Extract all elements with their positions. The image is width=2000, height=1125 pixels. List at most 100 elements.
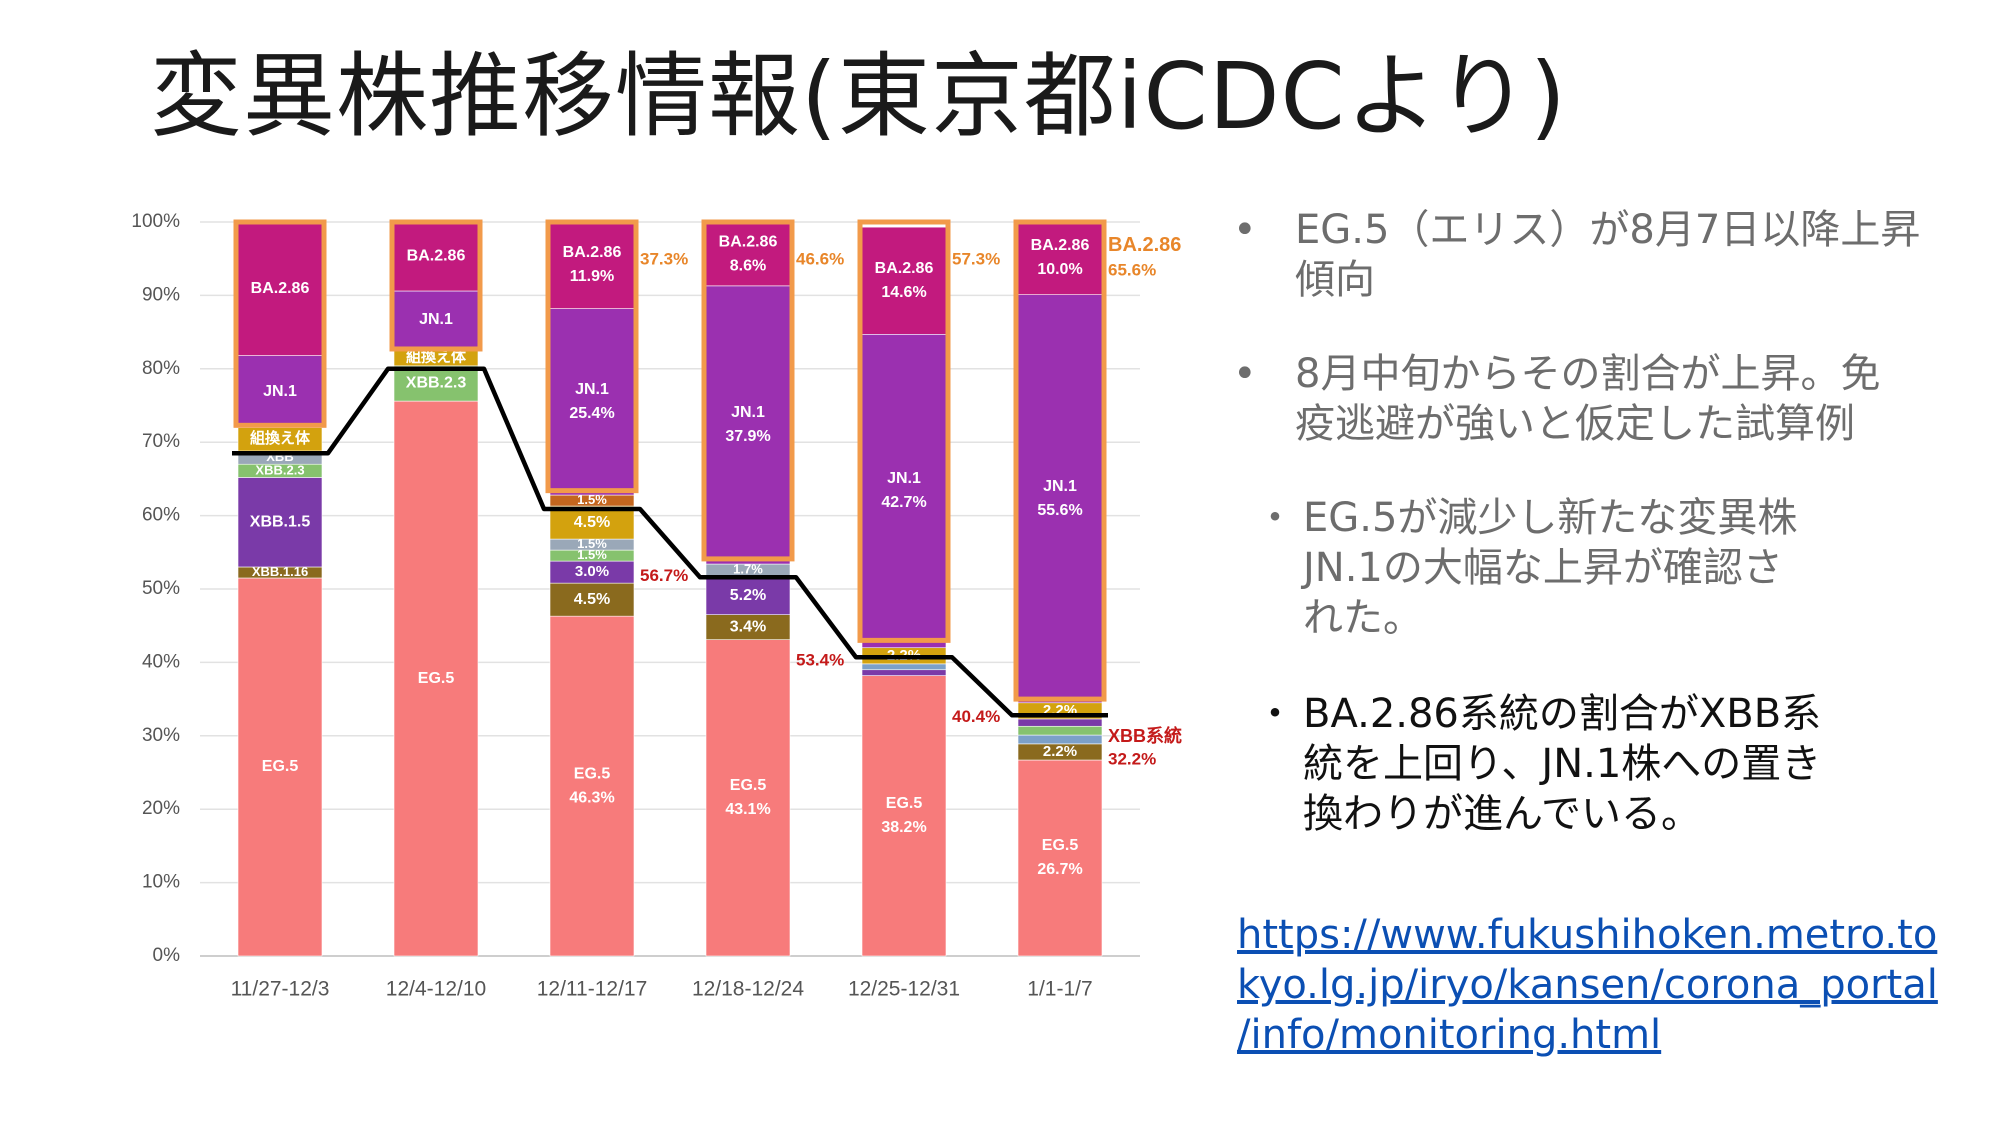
segment-label: 38.2% [881, 819, 926, 836]
bar-segment [549, 582, 635, 617]
point-ba286-over-xbb: ・ BA.2.86系統の割合がXBB系 統を上回り、JN.1株への置き 換わりが… [1255, 689, 1985, 839]
segment-label: XBB.1.5 [250, 513, 311, 530]
segment-label: 42.7% [881, 494, 926, 511]
segment-label: XBB.1.16 [252, 564, 308, 579]
segment-label: 組換え体 [406, 347, 467, 365]
segment-label: BA.2.86 [875, 260, 934, 277]
bar-segment [393, 400, 479, 957]
ba286-highlight-box [389, 219, 483, 352]
segment-label: EG.5 [574, 765, 611, 782]
annotation-xbb-share: 32.2% [1108, 750, 1156, 769]
point-line: BA.2.86系統の割合がXBB系 [1303, 691, 1822, 737]
bullet-immune-escape: • 8月中旬からその割合が上昇。免 疫逃避が強いと仮定した試算例 [1225, 349, 1985, 449]
annotation-xbb-share: 56.7% [640, 566, 688, 585]
segment-label: 1.5% [577, 492, 607, 507]
source-link-line[interactable]: /info/monitoring.html [1237, 1012, 1662, 1058]
segment-label: 11.9% [570, 268, 614, 285]
y-tick-label: 50% [142, 578, 180, 599]
x-tick-label: 11/27-12/3 [231, 978, 330, 1001]
bar-segment [1017, 759, 1103, 957]
notes-panel: • EG.5（エリス）が8月7日以降上昇 傾向 • 8月中旬からその割合が上昇。… [1225, 205, 1985, 839]
bullet-dot: • [1233, 351, 1257, 397]
segment-label: 26.7% [1037, 861, 1082, 878]
segment-label: EG.5 [418, 670, 455, 687]
annotation-ba286-label: BA.2.86 [1108, 234, 1181, 256]
bar-segment [237, 221, 323, 356]
segment-label: BA.2.86 [563, 244, 622, 261]
x-tick-label: 12/4-12/10 [386, 978, 486, 1001]
ba286-highlight-box [1013, 219, 1107, 702]
segment-label: JN.1 [731, 404, 765, 421]
trend-line [232, 366, 1108, 718]
bar-segment [861, 675, 947, 957]
segment-label: 43.1% [725, 801, 770, 818]
segment-label: 2.2% [1043, 743, 1077, 760]
source-link-line[interactable]: https://www.fukushihoken.metro.to [1237, 912, 1938, 958]
bar-segment [705, 222, 791, 287]
bar-segment [861, 226, 947, 335]
point-line: 換わりが進んでいる。 [1303, 791, 1701, 837]
segment-label: BA.2.86 [407, 248, 466, 265]
ba286-highlight-box [857, 219, 951, 643]
segment-label: JN.1 [419, 311, 453, 328]
bar-segment [549, 505, 635, 540]
segment-label: JN.1 [887, 470, 921, 487]
bullet-line: 8月中旬からその割合が上昇。免 [1295, 351, 1881, 397]
y-tick-label: 80% [142, 358, 180, 379]
bar-segment [705, 576, 791, 615]
segment-label: BA.2.86 [251, 280, 310, 297]
bar-segment [1017, 294, 1103, 704]
y-tick-label: 0% [153, 945, 181, 966]
ba286-highlight-box [701, 219, 795, 562]
bullet-line: EG.5（エリス）が8月7日以降上昇 [1295, 207, 1921, 253]
y-tick-label: 100% [131, 211, 180, 232]
ba286-highlight-box [233, 219, 327, 428]
bar-segment [549, 615, 635, 957]
y-tick-label: 30% [142, 725, 180, 746]
x-tick-label: 12/18-12/24 [692, 978, 804, 1001]
segment-label: XBB.2.3 [406, 375, 467, 392]
annotation-xbb-share: 40.4% [952, 707, 1000, 726]
annotation-ba286-share: 46.6% [796, 250, 844, 269]
segment-label: EG.5 [886, 795, 923, 812]
annotation-xbb-share: 53.4% [796, 650, 844, 669]
y-tick-label: 40% [142, 651, 180, 672]
bar-segment [237, 577, 323, 957]
segment-label: XBB.2.3 [255, 462, 304, 477]
bar-segment [549, 308, 635, 496]
bar-segment [549, 220, 635, 309]
bar-segment [861, 663, 947, 671]
bullet-line: 傾向 [1295, 257, 1375, 303]
x-tick-label: 12/11-12/17 [537, 978, 648, 1001]
segment-label: 4.5% [574, 591, 610, 608]
segment-label: 55.6% [1037, 502, 1082, 519]
source-link-line[interactable]: kyo.lg.jp/iryo/kansen/corona_portal [1237, 962, 1938, 1008]
segment-label: JN.1 [263, 383, 297, 400]
segment-label: EG.5 [262, 758, 299, 775]
point-line: 統を上回り、JN.1株への置き [1303, 741, 1822, 787]
segment-label: 1.5% [577, 536, 607, 551]
bar-segment [861, 334, 947, 649]
bar-segment [1017, 220, 1103, 295]
segment-label: 5.2% [730, 587, 766, 604]
bar-segment [237, 355, 323, 428]
segment-label: 組換え体 [250, 429, 311, 447]
annotation-xbb-label: XBB系統 [1108, 725, 1182, 746]
point-line: EG.5が減少し新たな変異株 [1303, 495, 1798, 541]
bar-segment [705, 639, 791, 957]
slide-title: 変異株推移情報(東京都iCDCより) [150, 43, 1567, 150]
annotation-ba286-share: 57.3% [952, 250, 1000, 269]
bullet-line: 疫逃避が強いと仮定した試算例 [1295, 401, 1855, 447]
bar-segment [861, 669, 947, 676]
segment-label: EG.5 [1042, 837, 1079, 854]
point-line: JN.1の大幅な上昇が確認さ [1303, 545, 1783, 591]
segment-label: JN.1 [1043, 478, 1077, 495]
segment-label: BA.2.86 [719, 234, 778, 251]
segment-label: 8.6% [730, 258, 766, 275]
source-link[interactable]: https://www.fukushihoken.metro.to kyo.lg… [1237, 910, 1997, 1060]
bullet-dot: • [1233, 207, 1257, 253]
segment-label: BA.2.86 [1031, 237, 1090, 254]
segment-label: 46.3% [569, 789, 614, 806]
point-dot: ・ [1255, 495, 1295, 541]
